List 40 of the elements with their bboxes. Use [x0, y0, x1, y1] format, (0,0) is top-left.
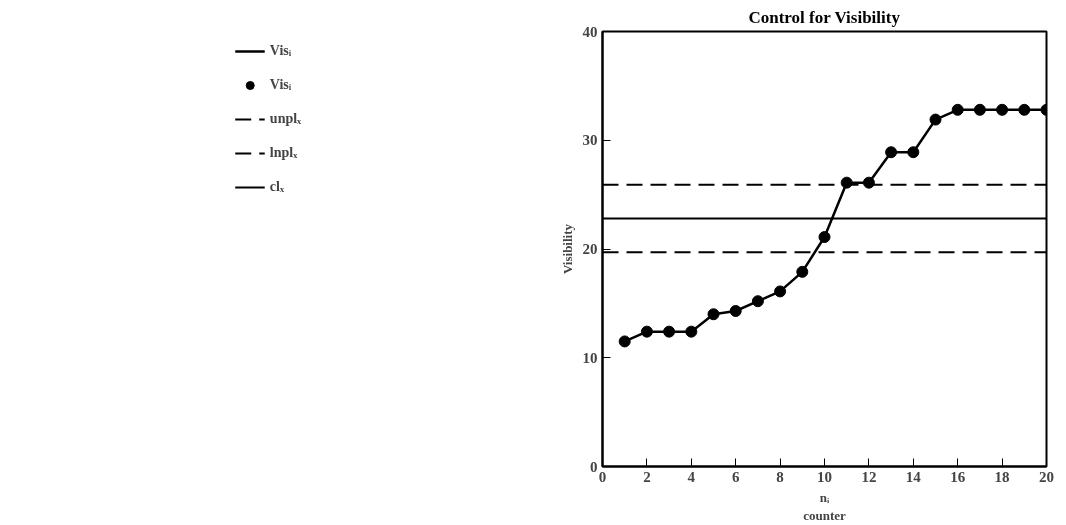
point: [796, 265, 809, 278]
point: [907, 146, 920, 159]
point: [929, 113, 942, 126]
x-tick-label: 20: [1039, 468, 1054, 485]
legend-label: Visᵢ: [269, 77, 292, 93]
point: [862, 176, 875, 189]
point: [685, 325, 698, 338]
x-tick-label: 14: [905, 468, 922, 485]
y-axis-title: Visibility: [559, 223, 575, 275]
point: [951, 103, 964, 116]
point: [774, 285, 787, 298]
legend-label: clₓ: [269, 179, 285, 195]
x-tick-label: 2: [643, 468, 651, 485]
text: Visᵢ: [269, 43, 292, 58]
point: [818, 231, 831, 244]
point: [751, 295, 764, 308]
x-tick-label: 18: [994, 468, 1010, 485]
x-axis-title: nᵢ counter: [803, 489, 847, 523]
x-tick-label: 12: [861, 468, 877, 485]
x-tick-label: 8: [776, 468, 784, 485]
legend-label: lnplₓ: [269, 145, 298, 161]
point: [640, 325, 653, 338]
x-tick-label: 10: [817, 468, 832, 485]
point: [618, 335, 631, 348]
y-tick-label: 10: [582, 349, 598, 366]
point: [663, 325, 676, 338]
chart-title: Control for Visibility: [748, 7, 901, 27]
x-tick-label: 6: [731, 468, 740, 485]
point: [996, 103, 1009, 116]
x-tick-label: 16: [950, 468, 966, 485]
y-tick-label: 30: [582, 132, 598, 149]
x-tick-label: 4: [687, 468, 696, 485]
point: [1018, 103, 1031, 116]
point: [973, 103, 986, 116]
y-tick-label: 20: [582, 241, 598, 257]
point: [707, 308, 720, 321]
y-tick-label: 40: [582, 23, 598, 40]
point: [885, 146, 898, 159]
legend-label: unplₓ: [269, 111, 302, 127]
point: [729, 305, 742, 317]
